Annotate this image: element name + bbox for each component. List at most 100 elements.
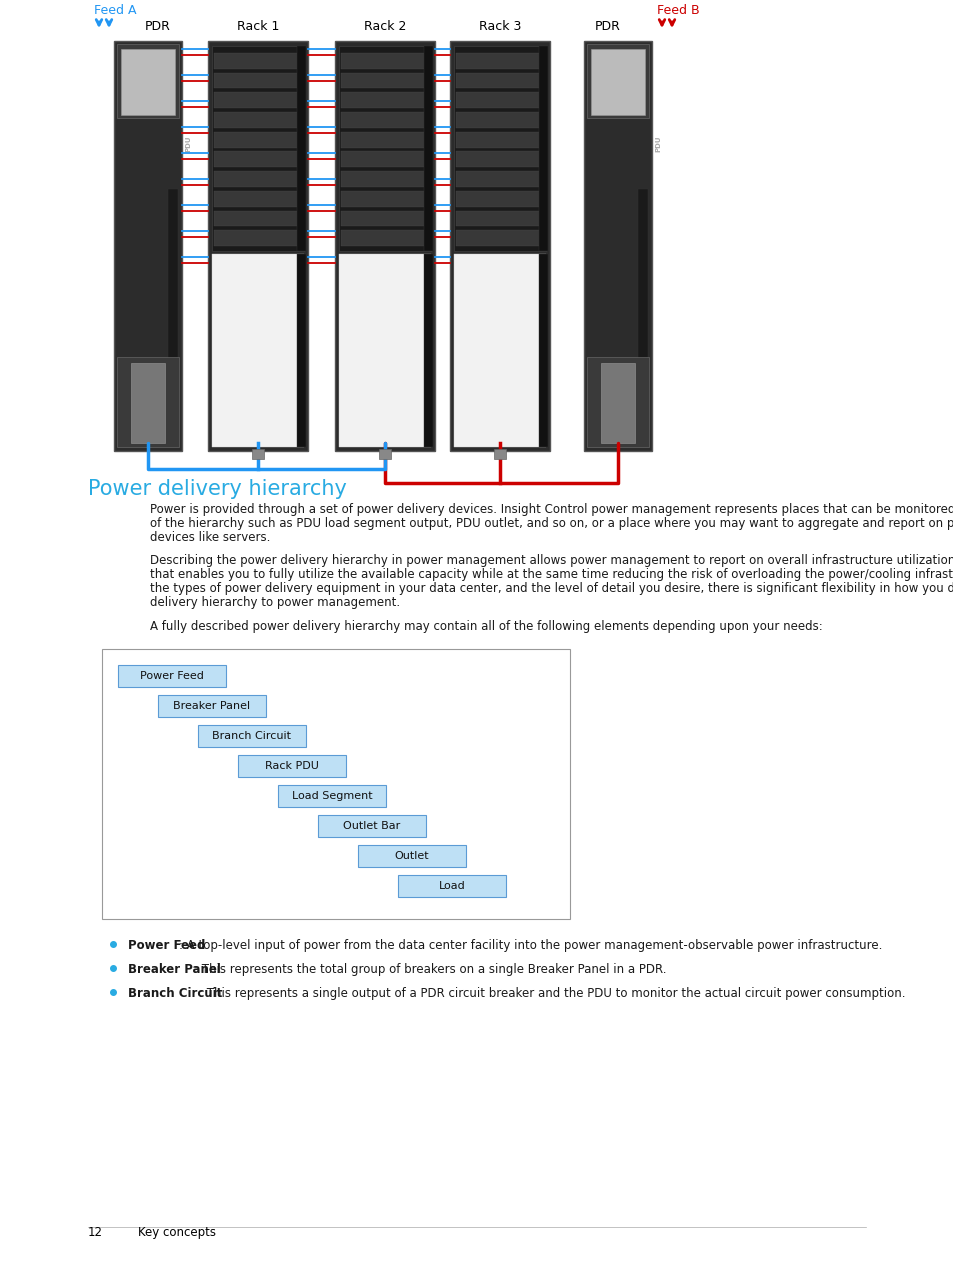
Bar: [338, 254, 431, 447]
FancyBboxPatch shape: [357, 845, 465, 867]
Bar: [378, 449, 391, 459]
Text: Outlet Bar: Outlet Bar: [343, 821, 400, 831]
Text: that enables you to fully utilize the available capacity while at the same time : that enables you to fully utilize the av…: [150, 568, 953, 581]
Bar: [213, 151, 302, 168]
Bar: [340, 151, 429, 168]
Bar: [456, 72, 543, 89]
Text: Load: Load: [438, 881, 465, 891]
Bar: [586, 357, 648, 447]
Text: of the hierarchy such as PDU load segment output, PDU outlet, and so on, or a pl: of the hierarchy such as PDU load segmen…: [150, 517, 953, 530]
Bar: [168, 188, 178, 361]
Bar: [456, 151, 543, 168]
Bar: [213, 93, 302, 108]
Text: Describing the power delivery hierarchy in power management allows power managem: Describing the power delivery hierarchy …: [150, 554, 953, 567]
Text: delivery hierarchy to power management.: delivery hierarchy to power management.: [150, 596, 399, 609]
Bar: [456, 132, 543, 147]
Bar: [340, 53, 429, 69]
Text: Outlet: Outlet: [395, 852, 429, 862]
Bar: [131, 362, 165, 444]
Bar: [454, 254, 545, 447]
Text: Feed A: Feed A: [94, 4, 136, 17]
Text: Power Feed: Power Feed: [140, 671, 204, 681]
Bar: [213, 53, 302, 69]
Text: : This represents the total group of breakers on a single Breaker Panel in a PDR: : This represents the total group of bre…: [194, 963, 666, 976]
Text: the types of power delivery equipment in your data center, and the level of deta: the types of power delivery equipment in…: [150, 582, 953, 595]
Bar: [338, 46, 431, 250]
Text: Breaker Panel: Breaker Panel: [173, 702, 251, 712]
Bar: [456, 230, 543, 247]
Bar: [213, 112, 302, 128]
Bar: [340, 172, 429, 187]
Bar: [583, 41, 651, 451]
Bar: [456, 191, 543, 207]
Text: Power delivery hierarchy: Power delivery hierarchy: [88, 479, 347, 500]
Bar: [213, 211, 302, 226]
Text: PDU: PDU: [655, 135, 660, 151]
Text: Power is provided through a set of power delivery devices. Insight Control power: Power is provided through a set of power…: [150, 503, 953, 516]
Bar: [212, 46, 304, 250]
FancyBboxPatch shape: [397, 876, 505, 897]
Bar: [456, 211, 543, 226]
FancyBboxPatch shape: [237, 755, 346, 778]
Bar: [586, 44, 648, 118]
Bar: [213, 191, 302, 207]
Bar: [117, 44, 179, 118]
Bar: [212, 254, 304, 447]
Bar: [600, 362, 635, 444]
Text: Power Feed: Power Feed: [128, 939, 205, 952]
Bar: [213, 230, 302, 247]
Text: Breaker Panel: Breaker Panel: [128, 963, 221, 976]
Text: Load Segment: Load Segment: [292, 792, 372, 802]
Bar: [296, 254, 306, 447]
Bar: [208, 41, 308, 451]
Bar: [213, 72, 302, 89]
Bar: [454, 46, 545, 250]
Bar: [340, 191, 429, 207]
Text: Rack 3: Rack 3: [478, 20, 520, 33]
Bar: [113, 41, 182, 451]
Text: Feed B: Feed B: [657, 4, 699, 17]
FancyBboxPatch shape: [277, 785, 386, 807]
Text: PDU: PDU: [301, 135, 307, 151]
Bar: [252, 449, 264, 459]
Text: A fully described power delivery hierarchy may contain all of the following elem: A fully described power delivery hierarc…: [150, 619, 821, 633]
Bar: [340, 132, 429, 147]
Text: PDR: PDR: [145, 20, 171, 33]
Bar: [423, 254, 433, 447]
Bar: [102, 649, 569, 919]
Bar: [340, 230, 429, 247]
Bar: [117, 357, 179, 447]
Text: : This represents a single output of a PDR circuit breaker and the PDU to monito: : This represents a single output of a P…: [199, 988, 905, 1000]
Bar: [456, 172, 543, 187]
FancyBboxPatch shape: [317, 816, 426, 838]
Bar: [590, 50, 644, 114]
Text: Branch Circuit: Branch Circuit: [213, 731, 292, 741]
FancyBboxPatch shape: [158, 695, 266, 717]
Bar: [538, 254, 547, 447]
Text: PDU: PDU: [185, 135, 191, 151]
Bar: [213, 132, 302, 147]
Bar: [335, 41, 435, 451]
FancyBboxPatch shape: [118, 666, 226, 688]
Text: devices like servers.: devices like servers.: [150, 530, 270, 544]
Bar: [423, 46, 433, 250]
Text: 12: 12: [88, 1227, 103, 1239]
Bar: [456, 93, 543, 108]
Text: PDR: PDR: [595, 20, 620, 33]
Bar: [456, 53, 543, 69]
Text: PDU: PDU: [428, 135, 434, 151]
Bar: [340, 93, 429, 108]
Text: Branch Circuit: Branch Circuit: [128, 988, 222, 1000]
Text: Key concepts: Key concepts: [138, 1227, 215, 1239]
Bar: [121, 50, 174, 114]
Text: PDU: PDU: [542, 135, 548, 151]
FancyBboxPatch shape: [198, 726, 306, 747]
Bar: [538, 46, 547, 250]
Bar: [296, 46, 306, 250]
Bar: [340, 72, 429, 89]
Bar: [638, 188, 647, 361]
Bar: [494, 449, 505, 459]
Text: : A top-level input of power from the data center facility into the power manage: : A top-level input of power from the da…: [179, 939, 882, 952]
Text: Rack PDU: Rack PDU: [265, 761, 318, 771]
Text: Rack 1: Rack 1: [236, 20, 279, 33]
